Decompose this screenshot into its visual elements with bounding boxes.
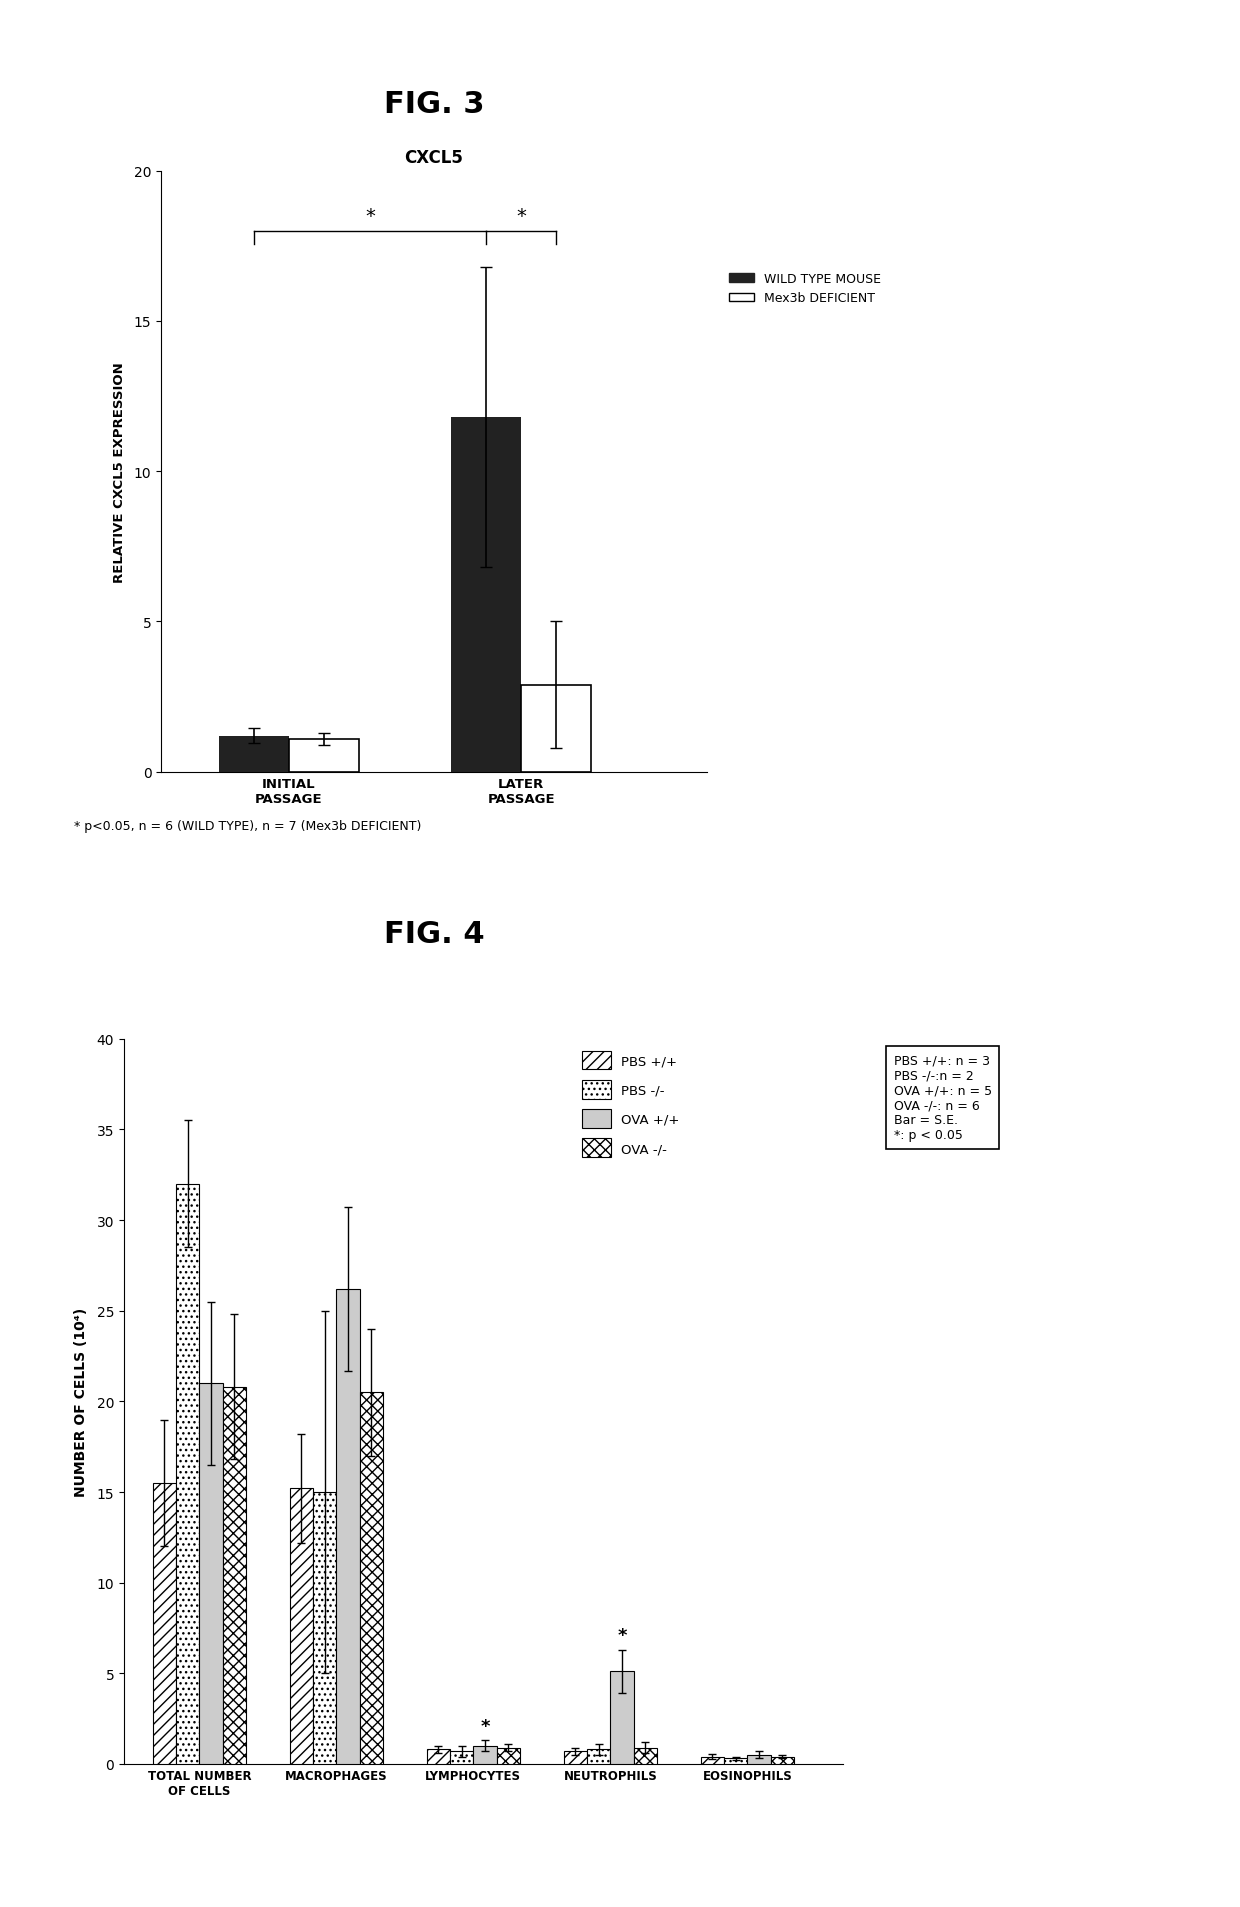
Bar [289, 740, 358, 772]
Text: FIG. 3: FIG. 3 [383, 90, 485, 120]
Bar [724, 1758, 748, 1764]
Bar [219, 736, 289, 772]
Bar [770, 1756, 794, 1764]
Bar [610, 1672, 634, 1764]
Legend: WILD TYPE MOUSE, Mex3b DEFICIENT: WILD TYPE MOUSE, Mex3b DEFICIENT [724, 269, 885, 311]
Bar [223, 1386, 246, 1764]
Y-axis label: RELATIVE CXCL5 EXPRESSION: RELATIVE CXCL5 EXPRESSION [113, 362, 125, 582]
Text: FIG. 4: FIG. 4 [383, 919, 485, 950]
Title: CXCL5: CXCL5 [404, 149, 464, 168]
Bar [521, 685, 590, 772]
Bar [450, 1751, 474, 1764]
Text: * p<0.05, n = 6 (WILD TYPE), n = 7 (Mex3b DEFICIENT): * p<0.05, n = 6 (WILD TYPE), n = 7 (Mex3… [74, 820, 422, 833]
Legend: PBS +/+, PBS -/-, OVA +/+, OVA -/-: PBS +/+, PBS -/-, OVA +/+, OVA -/- [577, 1045, 684, 1163]
Bar [312, 1491, 336, 1764]
Bar [427, 1749, 450, 1764]
Y-axis label: NUMBER OF CELLS (10⁴): NUMBER OF CELLS (10⁴) [74, 1306, 88, 1497]
Bar [200, 1384, 223, 1764]
Bar [564, 1751, 587, 1764]
Text: *: * [618, 1627, 626, 1644]
Text: *: * [516, 206, 526, 225]
Bar [496, 1747, 520, 1764]
Bar [336, 1289, 360, 1764]
Text: *: * [366, 206, 374, 225]
Bar [360, 1392, 383, 1764]
Bar [634, 1747, 657, 1764]
Bar [748, 1754, 770, 1764]
Text: PBS +/+: n = 3
PBS -/-:n = 2
OVA +/+: n = 5
OVA -/-: n = 6
Bar = S.E.
*: p < 0.0: PBS +/+: n = 3 PBS -/-:n = 2 OVA +/+: n … [894, 1055, 992, 1142]
Text: *: * [480, 1716, 490, 1735]
Bar [701, 1756, 724, 1764]
Bar [474, 1747, 496, 1764]
Bar [153, 1484, 176, 1764]
Bar [451, 418, 521, 772]
Bar [290, 1489, 312, 1764]
Bar [176, 1184, 200, 1764]
Bar [587, 1749, 610, 1764]
